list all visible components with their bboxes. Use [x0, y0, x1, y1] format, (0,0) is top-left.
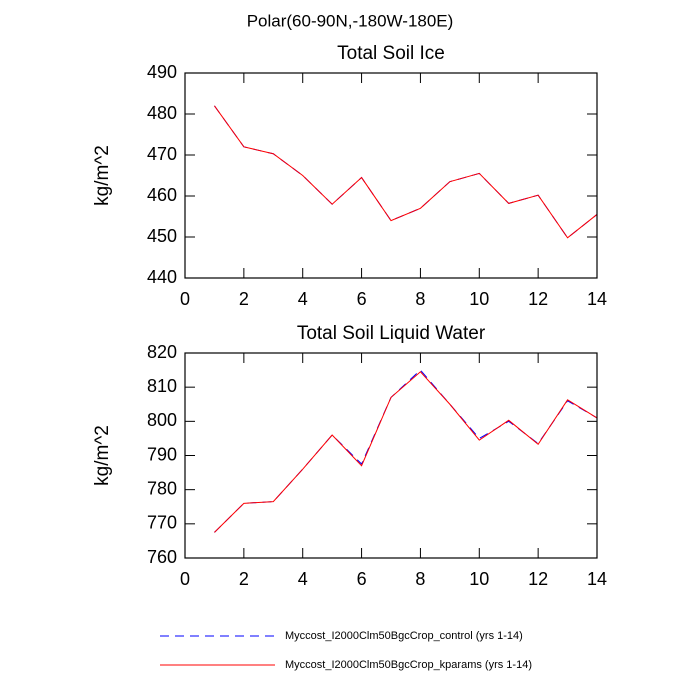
y-tick-label: 480: [147, 103, 177, 123]
y-tick-label: 790: [147, 444, 177, 464]
y-axis-label: kg/m^2: [92, 425, 113, 486]
y-tick-label: 780: [147, 478, 177, 498]
x-tick-label: 6: [357, 569, 367, 589]
x-tick-label: 2: [239, 569, 249, 589]
plot-frame: [184, 72, 598, 279]
y-axis-label: kg/m^2: [92, 145, 113, 206]
series-line: [214, 105, 598, 239]
x-tick-label: 6: [357, 289, 367, 309]
series-line: [214, 371, 598, 533]
figure-title: Polar(60-90N,-180W-180E): [247, 11, 454, 30]
y-tick-label: 440: [147, 267, 177, 287]
y-tick-label: 450: [147, 226, 177, 246]
x-tick-label: 12: [528, 289, 548, 309]
chart-title: Total Soil Liquid Water: [297, 323, 486, 344]
series-line: [214, 369, 598, 533]
y-tick-label: 760: [147, 547, 177, 567]
legend-label: Myccost_I2000Clm50BgcCrop_kparams (yrs 1…: [285, 659, 532, 671]
y-tick-label: 470: [147, 144, 177, 164]
x-tick-label: 14: [587, 569, 607, 589]
x-tick-label: 4: [298, 289, 308, 309]
chart-title: Total Soil Ice: [337, 43, 445, 64]
x-tick-label: 10: [469, 569, 489, 589]
y-tick-label: 490: [147, 62, 177, 82]
y-tick-label: 800: [147, 410, 177, 430]
y-tick-label: 770: [147, 513, 177, 533]
plot-frame: [184, 352, 598, 559]
x-tick-label: 10: [469, 289, 489, 309]
x-tick-label: 0: [180, 569, 190, 589]
x-tick-label: 0: [180, 289, 190, 309]
x-tick-label: 4: [298, 569, 308, 589]
x-tick-label: 2: [239, 289, 249, 309]
x-tick-label: 14: [587, 289, 607, 309]
series-line: [214, 105, 598, 239]
x-tick-label: 8: [415, 569, 425, 589]
legend-label: Myccost_I2000Clm50BgcCrop_control (yrs 1…: [285, 630, 523, 642]
y-tick-label: 820: [147, 342, 177, 362]
x-tick-label: 12: [528, 569, 548, 589]
y-tick-label: 460: [147, 185, 177, 205]
y-tick-label: 810: [147, 376, 177, 396]
x-tick-label: 8: [415, 289, 425, 309]
